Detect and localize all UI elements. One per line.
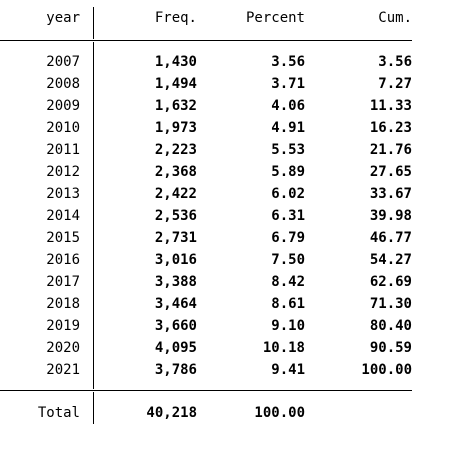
total-rule: [0, 390, 412, 391]
row-year: 2007: [46, 54, 80, 70]
row-cum: 16.23: [369, 120, 412, 136]
header-freq: Freq.: [154, 10, 197, 26]
row-freq: 3,016: [154, 252, 197, 268]
row-cum: 100.00: [361, 362, 412, 378]
body-column-divider: [93, 42, 94, 389]
row-percent: 8.42: [271, 274, 305, 290]
row-percent: 10.18: [262, 340, 305, 356]
row-year: 2015: [46, 230, 80, 246]
row-percent: 8.61: [271, 296, 305, 312]
row-freq: 3,786: [154, 362, 197, 378]
row-freq: 2,422: [154, 186, 197, 202]
row-freq: 3,660: [154, 318, 197, 334]
row-cum: 21.76: [369, 142, 412, 158]
row-cum: 80.40: [369, 318, 412, 334]
row-year: 2008: [46, 76, 80, 92]
row-percent: 7.50: [271, 252, 305, 268]
row-cum: 11.33: [369, 98, 412, 114]
row-freq: 2,536: [154, 208, 197, 224]
row-freq: 4,095: [154, 340, 197, 356]
row-year: 2019: [46, 318, 80, 334]
row-percent: 9.10: [271, 318, 305, 334]
row-freq: 1,632: [154, 98, 197, 114]
row-year: 2012: [46, 164, 80, 180]
total-column-divider: [93, 392, 94, 424]
row-cum: 90.59: [369, 340, 412, 356]
total-label: Total: [37, 405, 80, 421]
row-year: 2011: [46, 142, 80, 158]
row-percent: 4.06: [271, 98, 305, 114]
row-year: 2010: [46, 120, 80, 136]
row-cum: 33.67: [369, 186, 412, 202]
row-percent: 6.79: [271, 230, 305, 246]
row-year: 2020: [46, 340, 80, 356]
row-percent: 4.91: [271, 120, 305, 136]
row-cum: 7.27: [378, 76, 412, 92]
row-freq: 2,223: [154, 142, 197, 158]
row-cum: 27.65: [369, 164, 412, 180]
row-freq: 1,973: [154, 120, 197, 136]
row-freq: 3,388: [154, 274, 197, 290]
row-percent: 9.41: [271, 362, 305, 378]
row-percent: 6.31: [271, 208, 305, 224]
row-freq: 2,368: [154, 164, 197, 180]
row-year: 2017: [46, 274, 80, 290]
header-cum: Cum.: [378, 10, 412, 26]
row-cum: 62.69: [369, 274, 412, 290]
row-percent: 5.53: [271, 142, 305, 158]
row-cum: 39.98: [369, 208, 412, 224]
row-freq: 3,464: [154, 296, 197, 312]
row-year: 2013: [46, 186, 80, 202]
total-freq: 40,218: [146, 405, 197, 421]
row-year: 2009: [46, 98, 80, 114]
header-year: year: [46, 10, 80, 26]
row-year: 2014: [46, 208, 80, 224]
row-percent: 6.02: [271, 186, 305, 202]
row-percent: 3.56: [271, 54, 305, 70]
row-year: 2018: [46, 296, 80, 312]
row-year: 2021: [46, 362, 80, 378]
header-percent: Percent: [245, 10, 305, 26]
total-percent: 100.00: [254, 405, 305, 421]
row-cum: 46.77: [369, 230, 412, 246]
row-cum: 54.27: [369, 252, 412, 268]
header-column-divider: [93, 7, 94, 39]
row-freq: 1,430: [154, 54, 197, 70]
row-freq: 1,494: [154, 76, 197, 92]
row-cum: 3.56: [378, 54, 412, 70]
row-year: 2016: [46, 252, 80, 268]
row-freq: 2,731: [154, 230, 197, 246]
row-percent: 5.89: [271, 164, 305, 180]
row-percent: 3.71: [271, 76, 305, 92]
row-cum: 71.30: [369, 296, 412, 312]
header-rule: [0, 40, 412, 41]
